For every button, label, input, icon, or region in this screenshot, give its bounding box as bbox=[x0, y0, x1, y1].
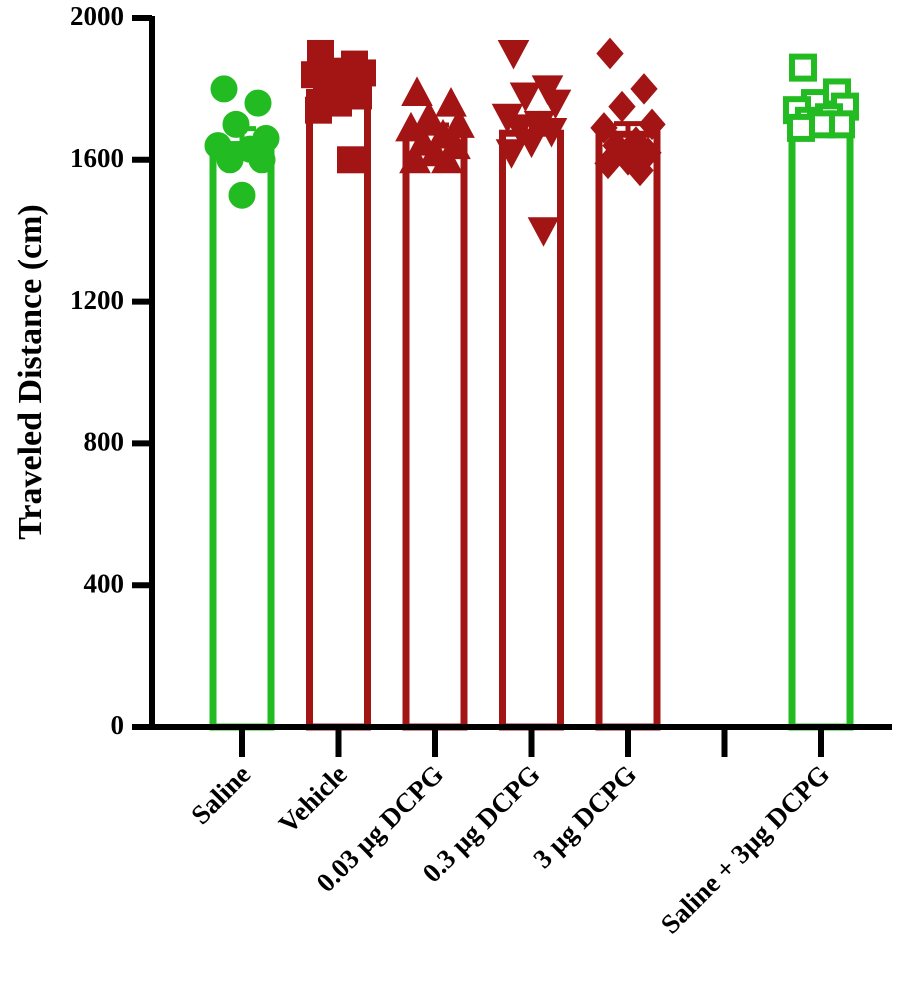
data-point bbox=[638, 108, 666, 141]
points-layer bbox=[204, 37, 859, 247]
data-point bbox=[789, 53, 817, 82]
bar bbox=[788, 116, 854, 731]
data-point bbox=[431, 143, 463, 174]
data-point bbox=[210, 75, 238, 103]
data-point bbox=[787, 113, 815, 142]
data-point bbox=[399, 143, 431, 174]
data-point bbox=[527, 217, 560, 247]
data-point bbox=[594, 147, 622, 180]
data-point bbox=[539, 89, 572, 120]
data-point bbox=[305, 96, 332, 124]
data-point bbox=[608, 90, 636, 123]
bar bbox=[209, 141, 275, 731]
data-point bbox=[596, 37, 624, 70]
data-point bbox=[216, 146, 244, 174]
y-tick-label: 800 bbox=[84, 427, 125, 457]
x-tick-label: 3 µg DCPG bbox=[527, 759, 642, 874]
data-point bbox=[497, 39, 530, 70]
y-tick-label: 400 bbox=[84, 568, 125, 598]
x-tick-label: Saline bbox=[185, 759, 256, 830]
y-tick-label: 0 bbox=[111, 710, 125, 740]
y-ticks: 0 400 800 1200 1600 2000 bbox=[70, 1, 152, 740]
data-point bbox=[413, 101, 445, 131]
bar bbox=[306, 88, 371, 731]
data-point bbox=[509, 82, 542, 113]
data-point bbox=[590, 112, 618, 144]
data-point bbox=[630, 73, 658, 105]
x-tick-label: Vehicle bbox=[273, 759, 353, 839]
data-point bbox=[248, 146, 276, 174]
data-point bbox=[395, 111, 427, 142]
data-point bbox=[435, 87, 467, 117]
y-tick-label: 2000 bbox=[70, 1, 124, 31]
bar bbox=[402, 128, 468, 731]
data-point bbox=[401, 76, 433, 106]
data-point bbox=[495, 139, 528, 169]
y-axis-title: Traveled Distance (cm) bbox=[12, 204, 49, 539]
bar bbox=[595, 130, 661, 731]
data-point bbox=[337, 146, 364, 174]
data-point bbox=[244, 89, 272, 117]
data-point bbox=[222, 110, 250, 138]
bars-layer bbox=[209, 77, 854, 731]
y-tick-label: 1600 bbox=[70, 143, 124, 173]
axes-layer bbox=[149, 16, 892, 730]
data-point bbox=[228, 181, 256, 209]
x-tick-label: Saline + 3µg DCPG bbox=[655, 759, 835, 939]
data-point bbox=[626, 154, 654, 187]
y-tick-label: 1200 bbox=[70, 285, 124, 315]
